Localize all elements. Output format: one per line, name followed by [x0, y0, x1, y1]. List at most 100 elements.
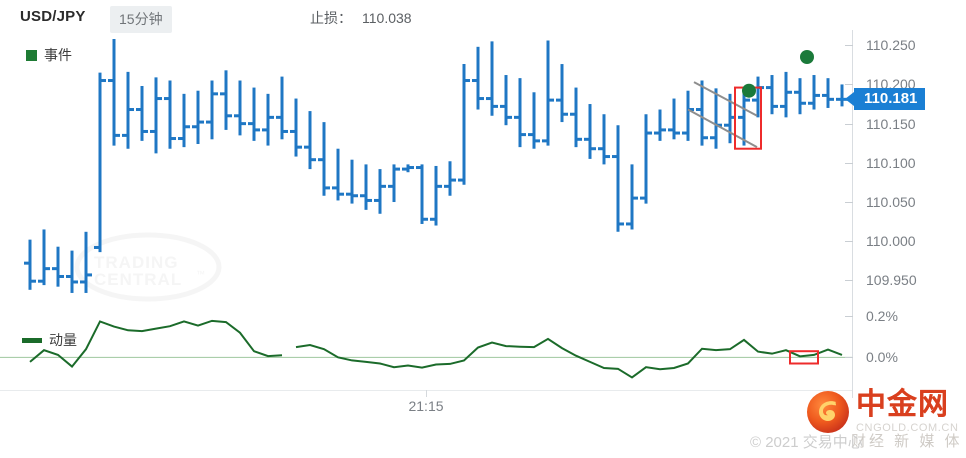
ohlc-bar	[514, 78, 526, 148]
pattern-trendline	[693, 81, 758, 117]
ohlc-bar	[360, 164, 372, 210]
momentum-plot[interactable]	[0, 302, 852, 384]
ohlc-bar	[766, 75, 778, 115]
cngold-brand-name: 中金网	[856, 390, 959, 420]
price-axis-label: 110.250	[866, 37, 916, 54]
ohlc-bar	[94, 72, 106, 253]
stop-loss-value: 110.038	[362, 10, 412, 26]
ohlc-bar	[542, 40, 554, 146]
ohlc-bar	[500, 75, 512, 126]
ohlc-bar	[136, 86, 148, 141]
ohlc-bar	[710, 88, 722, 149]
momentum-legend-label: 动量	[49, 332, 77, 348]
ohlc-bar	[234, 80, 246, 136]
cngold-tagline: 财经 新 媒 体	[851, 433, 963, 450]
ohlc-bar	[472, 46, 484, 110]
price-axis-label: 110.050	[866, 194, 916, 211]
ohlc-bar	[570, 87, 582, 148]
ohlc-bar	[290, 98, 302, 157]
ohlc-bar	[626, 164, 638, 230]
ohlc-bar	[416, 164, 428, 224]
momentum-highlight-box	[789, 350, 819, 365]
ohlc-bar	[38, 229, 50, 286]
price-axis-label: 110.100	[866, 154, 916, 171]
event-dot[interactable]	[800, 50, 814, 65]
ohlc-bar	[486, 41, 498, 116]
momentum-line	[295, 337, 843, 379]
events-legend-label: 事件	[44, 47, 72, 63]
symbol-label: USD/JPY	[20, 8, 86, 25]
ohlc-bar	[262, 93, 274, 146]
axis-tick	[845, 84, 853, 86]
ohlc-bar	[640, 114, 652, 204]
ohlc-bar	[318, 122, 330, 196]
ohlc-bar	[66, 250, 78, 293]
ohlc-bar	[584, 104, 596, 159]
ohlc-bar	[24, 239, 36, 290]
cngold-domain: CNGOLD.COM.CN	[856, 422, 959, 434]
axis-tick	[845, 123, 853, 125]
ohlc-bar	[304, 111, 316, 170]
pattern-trendline	[687, 108, 758, 149]
price-axis-label: 110.150	[866, 115, 916, 132]
ohlc-bar	[682, 90, 694, 141]
price-axis-label: 109.950	[866, 272, 917, 289]
event-swatch-icon	[26, 49, 37, 61]
ohlc-bar	[668, 98, 680, 140]
ohlc-bar	[248, 87, 260, 141]
ohlc-bar	[52, 246, 64, 287]
cngold-text-column: 中金网 CNGOLD.COM.CN	[856, 390, 959, 434]
ohlc-bar	[808, 75, 820, 110]
axis-tick	[845, 280, 853, 282]
axis-tick	[845, 202, 853, 204]
ohlc-bar	[430, 165, 442, 226]
ohlc-bar	[556, 64, 568, 123]
cngold-logo: 中金网 CNGOLD.COM.CN	[806, 390, 959, 434]
ohlc-bar	[752, 76, 764, 118]
chart-header: USD/JPY 15分钟 止损： 110.038	[0, 0, 966, 34]
ohlc-bar	[192, 90, 204, 145]
ohlc-bar	[738, 87, 750, 146]
ohlc-bar	[220, 70, 232, 130]
price-axis-label: 110.000	[866, 233, 916, 250]
ohlc-bar	[388, 164, 400, 203]
axis-tick	[845, 45, 853, 47]
price-plot[interactable]	[0, 28, 852, 300]
events-legend: 事件	[26, 45, 72, 65]
event-dot[interactable]	[742, 83, 756, 98]
ohlc-bar	[150, 77, 162, 154]
momentum-axis-label: 0.2%	[866, 308, 898, 325]
ohlc-bar	[332, 148, 344, 201]
axis-tick	[845, 241, 853, 243]
timeframe-chip[interactable]: 15分钟	[110, 6, 172, 33]
price-badge-arrow-icon	[845, 92, 854, 107]
time-axis-label: 21:15	[408, 398, 444, 414]
axis-tick	[845, 162, 853, 164]
ohlc-bar	[528, 92, 540, 149]
cngold-flame-icon	[807, 391, 849, 433]
stop-loss-label: 止损：	[310, 10, 352, 26]
ohlc-bar	[794, 78, 806, 115]
ohlc-bar	[402, 164, 414, 173]
ohlc-bar	[458, 64, 470, 185]
momentum-swatch-icon	[22, 337, 42, 343]
ohlc-bar	[822, 78, 834, 108]
ohlc-bar	[374, 169, 386, 214]
axis-tick	[845, 357, 853, 359]
ohlc-bar	[780, 71, 792, 118]
ohlc-bar	[654, 109, 666, 141]
ohlc-bar	[80, 231, 92, 293]
copyright-watermark: © 2021 交易中心	[750, 434, 863, 451]
ohlc-bar	[108, 38, 120, 146]
current-price-value: 110.181	[864, 90, 918, 108]
stop-loss-group: 止损： 110.038	[310, 8, 412, 28]
ohlc-bar	[346, 159, 358, 204]
ohlc-bar	[598, 114, 610, 165]
momentum-line	[29, 319, 283, 368]
ohlc-bar	[444, 161, 456, 196]
ohlc-bar	[276, 76, 288, 140]
ohlc-bar	[164, 80, 176, 149]
ohlc-bar	[178, 93, 190, 148]
time-axis-tick	[426, 390, 427, 397]
